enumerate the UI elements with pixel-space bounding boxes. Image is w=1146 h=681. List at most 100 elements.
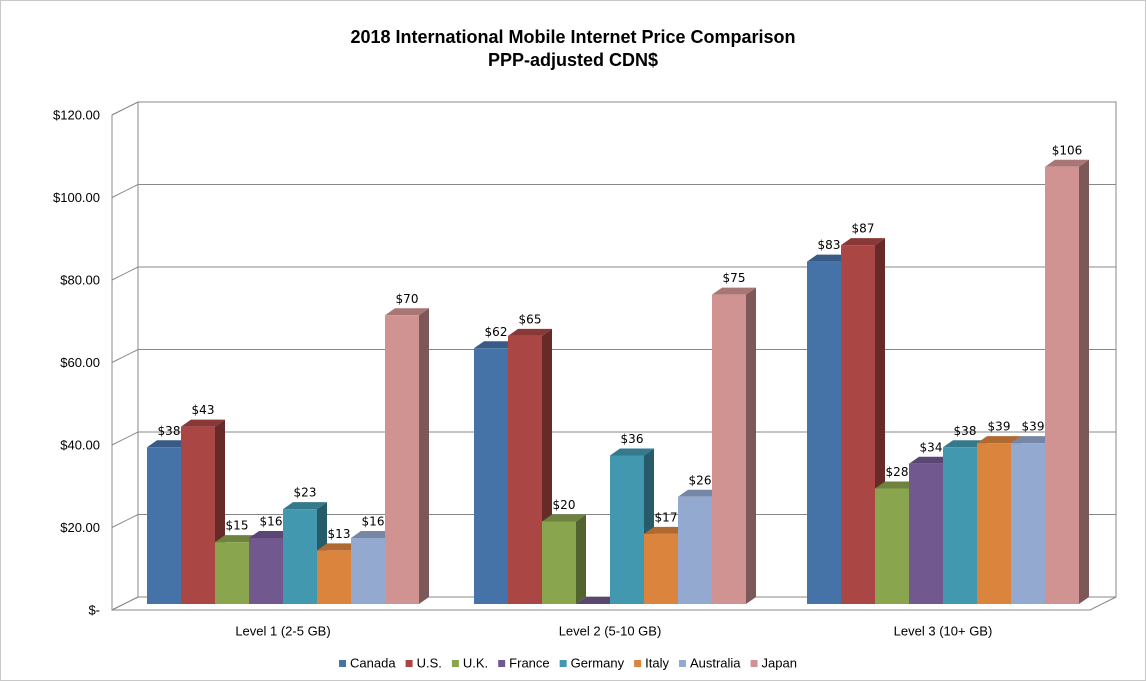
chart-title: 2018 International Mobile Internet Price… <box>350 27 795 47</box>
bar <box>977 443 1011 604</box>
bar-top <box>807 254 851 262</box>
bar-top <box>977 436 1021 444</box>
bar <box>610 455 644 604</box>
bar <box>644 533 678 604</box>
value-label: $26 <box>689 473 712 487</box>
value-label: $16 <box>260 515 283 529</box>
y-tick-label: $100.00 <box>53 190 100 205</box>
legend-swatch <box>634 660 642 667</box>
bar-side <box>746 287 756 604</box>
bar-side <box>576 514 586 604</box>
bar-top <box>542 514 586 522</box>
x-tick-label: Level 3 (10+ GB) <box>894 623 993 638</box>
grid-line <box>111 101 1116 116</box>
value-label: $38 <box>954 424 977 438</box>
bar <box>385 315 419 604</box>
bar-top <box>610 448 654 456</box>
bar-top <box>283 502 327 510</box>
legend-label: Canada <box>350 655 396 670</box>
x-tick-label: Level 1 (2-5 GB) <box>235 623 330 638</box>
bar-top <box>508 328 552 336</box>
legend-swatch <box>405 660 413 667</box>
bar-side <box>419 308 429 604</box>
value-label: $34 <box>920 440 943 454</box>
bar <box>678 496 712 604</box>
grid-line <box>111 266 1116 281</box>
grid-line <box>111 431 1116 446</box>
y-tick-label: $60.00 <box>60 355 100 370</box>
bar-top <box>181 419 225 427</box>
grid-line <box>111 184 1116 198</box>
value-label: $13 <box>328 527 351 541</box>
bar-top <box>351 531 395 538</box>
value-label: $20 <box>553 498 576 512</box>
bar <box>249 538 283 604</box>
bar <box>807 261 841 604</box>
grid-line <box>111 596 1116 611</box>
legend-label: Italy <box>645 655 669 670</box>
value-label: $39 <box>1022 420 1045 434</box>
bar-top <box>249 531 293 538</box>
legend-label: France <box>509 655 549 670</box>
legend-label: Australia <box>690 655 741 670</box>
value-label: $87 <box>852 222 875 236</box>
legend-swatch <box>750 660 758 667</box>
x-tick-label: Level 2 (5-10 GB) <box>559 623 662 638</box>
bar <box>351 538 385 604</box>
value-label: $39 <box>988 420 1011 434</box>
legend-swatch <box>559 660 567 667</box>
bar-top <box>576 597 620 604</box>
bar-top <box>147 440 191 448</box>
value-label: $65 <box>519 312 542 326</box>
bar-side <box>1079 159 1089 604</box>
bar <box>508 335 542 604</box>
value-label: $83 <box>818 238 841 252</box>
value-label: $43 <box>192 403 215 417</box>
bar-top <box>909 456 953 464</box>
legend-swatch <box>451 660 459 667</box>
legend-label: U.S. <box>417 655 442 670</box>
bar <box>943 447 977 604</box>
bar <box>181 426 215 604</box>
bar-top <box>317 543 361 551</box>
bar <box>474 348 508 604</box>
bar <box>317 550 351 604</box>
bar-top <box>474 341 518 349</box>
bar-top <box>215 535 259 543</box>
bar-top <box>712 287 756 295</box>
grid-line <box>111 349 1116 363</box>
value-label: $75 <box>723 271 746 285</box>
bar-top <box>385 308 429 316</box>
bar-top <box>644 526 688 534</box>
legend-swatch <box>339 660 347 667</box>
bar <box>712 294 746 604</box>
value-label: $36 <box>621 432 644 446</box>
bar-top <box>678 489 722 497</box>
legend-swatch <box>678 660 686 667</box>
value-label: $70 <box>396 292 419 306</box>
legend-label: U.K. <box>463 655 488 670</box>
bar <box>147 447 181 604</box>
value-label: $16 <box>362 515 385 529</box>
grid-line <box>111 514 1116 528</box>
value-label: $62 <box>485 325 508 339</box>
bar <box>841 245 875 604</box>
bar <box>909 463 943 604</box>
legend-label: Germany <box>571 655 625 670</box>
value-label: $106 <box>1052 143 1083 157</box>
bar-top <box>875 481 919 489</box>
y-tick-label: $80.00 <box>60 272 100 287</box>
bar <box>1011 443 1045 604</box>
bar <box>215 542 249 604</box>
value-label: $17 <box>655 510 678 524</box>
bar <box>283 509 317 604</box>
value-label: $15 <box>226 519 249 533</box>
bar <box>542 521 576 604</box>
chart-subtitle: PPP-adjusted CDN$ <box>488 50 658 70</box>
y-tick-label: $- <box>88 602 100 617</box>
y-tick-label: $120.00 <box>53 107 100 122</box>
value-label: $23 <box>294 486 317 500</box>
bar-top <box>1045 159 1089 167</box>
legend-label: Japan <box>762 655 797 670</box>
